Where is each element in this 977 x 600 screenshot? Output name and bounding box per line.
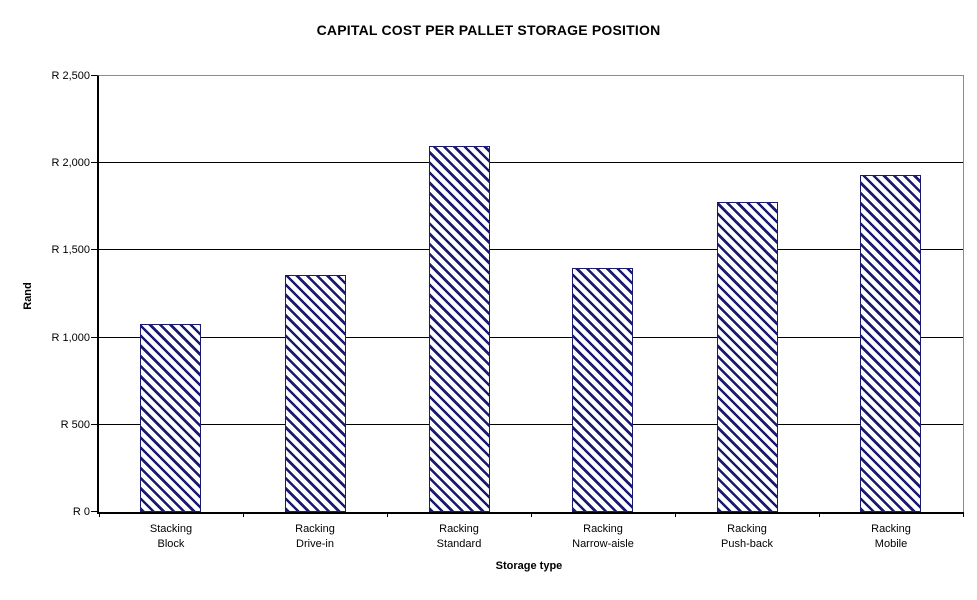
x-axis-tick (531, 512, 532, 517)
bar-3 (428, 145, 490, 512)
bar-4 (572, 267, 634, 512)
y-axis-tick (91, 336, 97, 338)
bar-6 (860, 175, 922, 512)
category-label: Racking Mobile (871, 523, 911, 550)
y-tick-label: R 0 (72, 506, 90, 518)
x-axis-tick (819, 512, 820, 517)
x-axis-tick (963, 512, 964, 517)
chart-title: CAPITAL COST PER PALLET STORAGE POSITION (316, 22, 661, 38)
category-label: Racking Narrow-aisle (572, 523, 634, 550)
gridline (99, 249, 963, 251)
x-axis-tick (674, 512, 676, 517)
gridline (99, 162, 963, 164)
gridline (99, 336, 963, 338)
x-axis-label: Storage type (495, 560, 563, 572)
category-label: Racking Drive-in (295, 523, 335, 550)
bar-2 (284, 274, 346, 512)
y-tick-label: R 2,500 (51, 70, 90, 82)
x-axis-tick (242, 512, 244, 517)
plot-area: R 0 R 500 R 1,000 R 1,500 R 2,000 R 2,500 Stac… (51, 70, 964, 550)
x-axis-tick (99, 512, 100, 517)
category-label: Stacking Block (149, 523, 193, 550)
category-label: Racking Push-back (721, 523, 773, 550)
x-axis-tick (386, 512, 388, 517)
bar-1 (140, 323, 202, 512)
y-axis-tick (91, 162, 97, 164)
y-axis-tick (91, 249, 97, 251)
bar-5 (716, 201, 778, 512)
gridline (99, 423, 963, 425)
y-axis-tick (91, 423, 97, 425)
y-tick-label: R 1,500 (51, 244, 90, 257)
category-label: Racking Standard (436, 523, 482, 550)
y-tick-label: R 500 (60, 418, 90, 431)
y-axis-tick (91, 75, 97, 76)
y-tick-label: R 1,000 (51, 331, 90, 344)
y-axis-tick (91, 511, 97, 512)
y-axis-label: Rand (21, 282, 34, 310)
y-tick-label: R 2,000 (51, 157, 90, 170)
